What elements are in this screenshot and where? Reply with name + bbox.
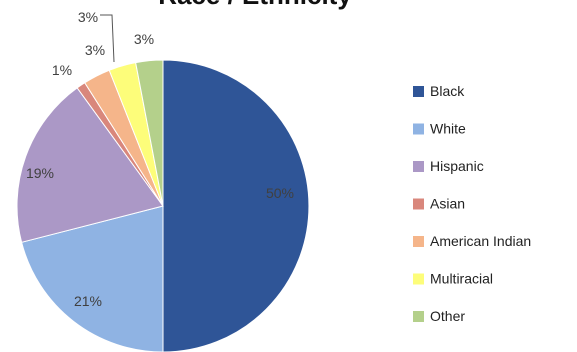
data-label-other: 3% — [134, 31, 154, 47]
leader-line-multiracial — [100, 14, 115, 63]
pie-slice-other — [135, 59, 164, 207]
legend-swatch-american-indian — [413, 236, 424, 247]
data-label-american-indian: 3% — [85, 42, 105, 58]
data-label-white: 21% — [74, 293, 102, 309]
data-label-asian: 1% — [52, 62, 72, 78]
legend-label-other: Other — [430, 308, 465, 324]
legend-label-hispanic: Hispanic — [430, 158, 484, 174]
legend-swatch-asian — [413, 198, 424, 210]
legend-label-multiracial: Multiracial — [430, 271, 493, 287]
legend-label-white: White — [430, 121, 466, 137]
pie-slice-hispanic — [16, 87, 164, 243]
chart-title: Race / Ethnicity — [158, 0, 352, 10]
legend-swatch-black — [413, 86, 424, 97]
legend-swatch-white — [413, 123, 424, 135]
legend-swatch-multiracial — [413, 273, 424, 285]
legend-swatch-other — [413, 311, 424, 322]
pie-slice-black — [162, 59, 310, 352]
legend-label-asian: Asian — [430, 196, 465, 212]
data-label-hispanic: 19% — [26, 165, 54, 181]
legend-label-black: Black — [430, 83, 465, 99]
data-label-multiracial: 3% — [78, 9, 98, 25]
legend-label-american-indian: American Indian — [430, 233, 531, 249]
legend-swatch-hispanic — [413, 161, 424, 172]
pie-slice-white — [20, 205, 164, 352]
data-label-black: 50% — [266, 185, 294, 201]
